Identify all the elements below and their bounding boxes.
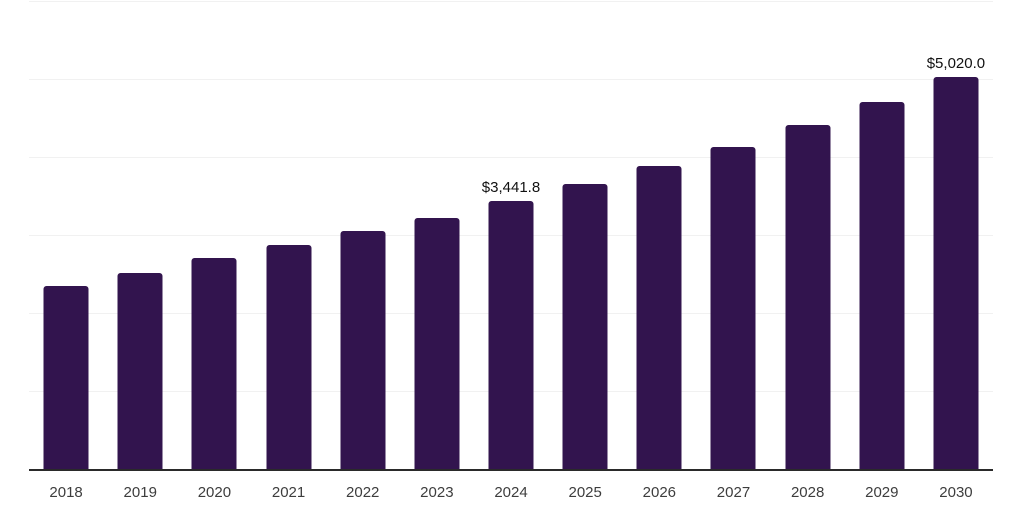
x-tick-2020: 2020 [197, 484, 232, 501]
x-axis-line [29, 469, 993, 471]
gridline-6000 [29, 1, 993, 2]
plot-area: $3,441.8 $5,020.0 [29, 1, 993, 469]
x-tick-2028: 2028 [790, 484, 825, 501]
bar-column-2022 [326, 1, 400, 469]
value-label-2030: $5,020.0 [926, 55, 986, 73]
bar-column-2023 [400, 1, 474, 469]
bar-2021 [266, 245, 312, 469]
bar-column-2020 [177, 1, 251, 469]
bar-2029 [859, 102, 905, 469]
bar-column-2030: $5,020.0 [919, 1, 993, 469]
x-tick-2021: 2021 [271, 484, 306, 501]
bar-column-2028 [771, 1, 845, 469]
bar-2030 [933, 77, 979, 469]
bar-column-2024: $3,441.8 [474, 1, 548, 469]
x-tick-2018: 2018 [49, 484, 83, 501]
bar-2026 [636, 165, 682, 469]
bar-column-2019 [103, 1, 177, 469]
bar-2028 [785, 125, 831, 469]
x-tick-2029: 2029 [865, 484, 899, 501]
bar-column-2026 [622, 1, 696, 469]
x-tick-2022: 2022 [346, 484, 380, 501]
x-tick-2027: 2027 [716, 484, 751, 501]
x-tick-2030: 2030 [939, 484, 973, 501]
bar-column-2021 [251, 1, 325, 469]
x-tick-2019: 2019 [123, 484, 157, 501]
bar-2024 [488, 200, 534, 469]
bar-column-2027 [696, 1, 770, 469]
x-axis-labels: 2018 2019 2020 2021 2022 2023 2024 2025 2026 2027… [29, 471, 993, 501]
bar-2018 [43, 286, 89, 469]
bar-2022 [340, 231, 386, 469]
x-tick-2026: 2026 [642, 484, 677, 501]
bar-column-2029 [845, 1, 919, 469]
bar-column-2018 [29, 1, 103, 469]
value-label-2024: $3,441.8 [481, 178, 541, 196]
gridline-4000 [29, 157, 993, 158]
x-tick-2024: 2024 [494, 484, 528, 501]
bar-2023 [414, 217, 460, 469]
bar-2025 [562, 183, 608, 469]
bar-column-2025 [548, 1, 622, 469]
bar-2027 [710, 146, 756, 469]
bar-2020 [191, 258, 237, 469]
x-tick-2025: 2025 [568, 484, 602, 501]
x-tick-2023: 2023 [420, 484, 454, 501]
gridline-5000 [29, 79, 993, 80]
bar-2019 [117, 273, 163, 469]
